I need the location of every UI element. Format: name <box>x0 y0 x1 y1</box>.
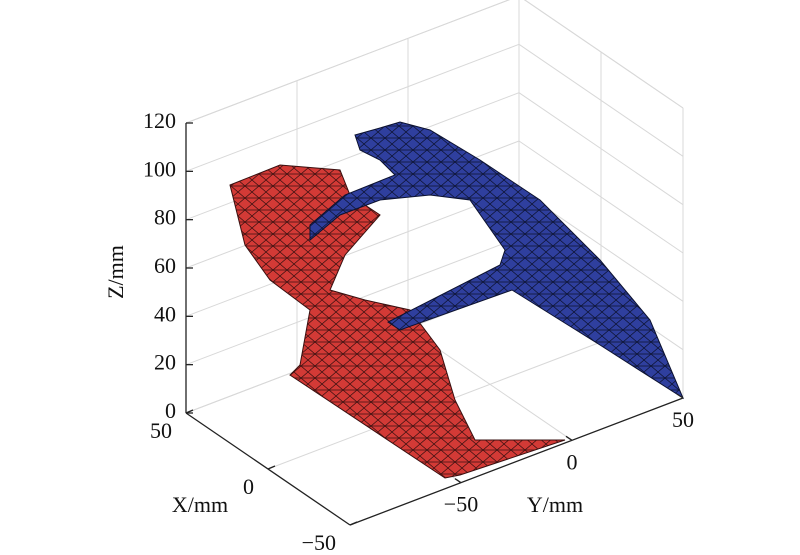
x-tick-label: −50 <box>302 530 336 555</box>
z-tick-label: 80 <box>154 205 176 230</box>
z-axis-label: Z/mm <box>103 245 128 299</box>
y-tick-label: 50 <box>672 407 694 432</box>
box-edge <box>185 0 510 124</box>
z-tick-label: 40 <box>154 301 176 326</box>
y-axis <box>349 397 684 526</box>
y-tick-label: −50 <box>444 492 478 517</box>
grid-line <box>185 188 520 317</box>
z-tick-label: 0 <box>165 398 176 423</box>
y-tick-label: 0 <box>567 449 578 474</box>
y-tick <box>565 435 573 441</box>
grid-line <box>185 0 510 124</box>
x-axis <box>185 412 351 526</box>
x-tick-label: 0 <box>243 474 254 499</box>
x-axis-label: X/mm <box>172 492 228 517</box>
blue-surface <box>309 121 685 400</box>
y-tick <box>676 393 684 399</box>
y-tick <box>454 478 462 484</box>
x-tick <box>185 409 194 414</box>
z-tick-label: 20 <box>154 350 176 375</box>
z-tick-label: 120 <box>143 108 176 133</box>
y-axis-label: Y/mm <box>527 492 583 517</box>
z-tick-label: 100 <box>143 156 176 181</box>
grid-line <box>185 43 520 172</box>
z-tick-label: 60 <box>154 253 176 278</box>
x-tick-label: 50 <box>150 418 172 443</box>
x-tick <box>267 465 276 470</box>
